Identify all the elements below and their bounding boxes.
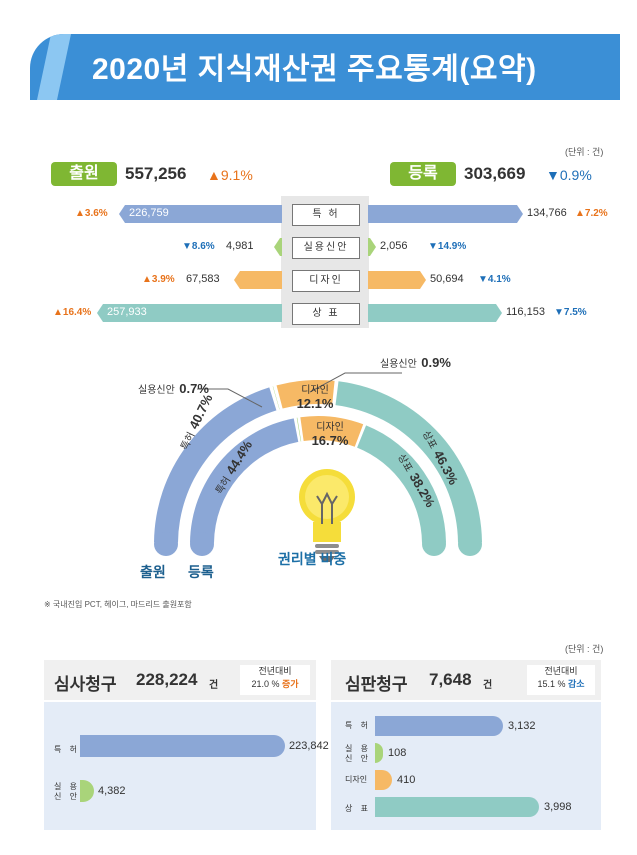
share-arc-chart [154, 372, 482, 562]
application-value: 257,933 [107, 306, 147, 318]
share-chart-title: 권리별 비중 [278, 551, 347, 567]
application-total: 557,256 [125, 164, 187, 183]
arc-segment [190, 418, 299, 543]
exam-yoy-line: 21.0 % 증가 [251, 679, 299, 689]
exam-yoy-label: 전년대비 [258, 666, 292, 676]
footnote: ※ 국내진입 PCT, 헤이그, 마드리드 출원포함 [44, 600, 192, 609]
exam-value: 223,842 [289, 740, 329, 752]
inner-design-label: 디자인 16.7% [311, 422, 349, 448]
trial-value: 3,998 [544, 801, 572, 813]
arc-end-cap [422, 532, 446, 556]
application-value: 226,759 [129, 207, 169, 219]
exam-value: 4,382 [98, 785, 126, 797]
trial-panel-header: 심판청구 7,648 건 전년대비 15.1 % 감소 [331, 660, 601, 700]
registration-change: ▼7.5% [554, 307, 587, 318]
exam-total: 228,224 [136, 670, 198, 689]
unit-label-top: (단위 : 건) [565, 147, 604, 157]
application-bar [119, 205, 282, 223]
registration-value: 50,694 [430, 273, 464, 285]
application-change: ▲16.4% [53, 307, 92, 318]
exam-panel-header: 심사청구 228,224 건 전년대비 21.0 % 증가 [44, 660, 316, 700]
trial-bar [375, 743, 383, 763]
utility-inner-callout: 실용신안 0.9% [380, 355, 451, 370]
arc-segment [300, 416, 364, 447]
arc-segment [272, 386, 280, 410]
trial-yoy-box: 전년대비 15.1 % 감소 [527, 665, 595, 695]
trial-value: 108 [388, 747, 407, 759]
arc-end-cap [190, 532, 214, 556]
registration-bar [368, 271, 426, 289]
category-label: 디자인 [292, 270, 360, 292]
lightbulb-icon [299, 469, 355, 562]
category-label: 상 표 [292, 303, 360, 325]
ring-application-label: 출원 [140, 564, 166, 580]
registration-value: 2,056 [380, 240, 408, 252]
unit-label-bottom: (단위 : 건) [565, 644, 604, 654]
trial-title: 심판청구 [345, 675, 408, 694]
exam-bar [80, 780, 94, 802]
arc-segment [154, 387, 277, 543]
exam-unit: 건 [209, 680, 219, 691]
trial-bar [375, 716, 503, 736]
category-label: 실용신안 [292, 237, 360, 259]
trial-total: 7,648 [429, 670, 472, 689]
application-change: ▲9.1% [207, 167, 253, 183]
trial-bar [375, 797, 539, 817]
arc-end-cap [458, 532, 482, 556]
trial-yoy-line: 15.1 % 감소 [537, 679, 585, 689]
trial-unit: 건 [483, 680, 493, 691]
exam-bar [80, 735, 285, 757]
title-banner: 2020년 지식재산권 주요통계(요약) [30, 34, 620, 100]
arc-end-cap [154, 532, 178, 556]
registration-bar [368, 205, 523, 223]
registration-total: 303,669 [464, 164, 526, 183]
trial-bar [375, 770, 392, 790]
application-bar [274, 238, 282, 256]
application-change: ▲3.6% [75, 208, 108, 219]
exam-title: 심사청구 [54, 675, 117, 694]
arc-segment [335, 381, 482, 543]
arc-segment [296, 417, 302, 442]
trial-row-label-patent: 특 허 [345, 721, 371, 730]
application-bar [234, 271, 282, 289]
application-chip: 출원 [51, 162, 117, 186]
registration-bar [368, 238, 376, 256]
exam-yoy-box: 전년대비 21.0 % 증가 [240, 665, 310, 695]
trial-yoy-label: 전년대비 [544, 666, 578, 676]
ring-registration-label: 등록 [188, 564, 214, 580]
trial-value: 410 [397, 774, 416, 786]
application-change: ▲3.9% [142, 274, 175, 285]
application-bar [97, 304, 282, 322]
trial-row-label-design: 디자인 [345, 775, 368, 784]
arc-segment [357, 425, 446, 543]
registration-change: ▼14.9% [428, 241, 467, 252]
application-value: 4,981 [226, 240, 254, 252]
banner-stripe [36, 34, 72, 100]
registration-chip: 등록 [390, 162, 456, 186]
utility-outer-callout: 실용신안 0.7% [138, 381, 209, 396]
application-change: ▼8.6% [182, 241, 215, 252]
application-value: 67,583 [186, 273, 220, 285]
registration-change: ▼0.9% [546, 167, 592, 183]
exam-row-label-patent: 특 허 [54, 745, 80, 754]
page-title: 2020년 지식재산권 주요통계(요약) [92, 53, 537, 86]
registration-bar [368, 304, 502, 322]
outer-design-label: 디자인 12.1% [296, 385, 334, 411]
registration-value: 116,153 [506, 306, 545, 318]
category-label: 특 허 [292, 204, 360, 226]
registration-change: ▼4.1% [478, 274, 511, 285]
registration-change: ▲7.2% [575, 208, 608, 219]
registration-value: 134,766 [527, 207, 567, 219]
trial-value: 3,132 [508, 720, 536, 732]
trial-row-label-trademark: 상 표 [345, 804, 371, 813]
arc-segment [276, 380, 335, 409]
